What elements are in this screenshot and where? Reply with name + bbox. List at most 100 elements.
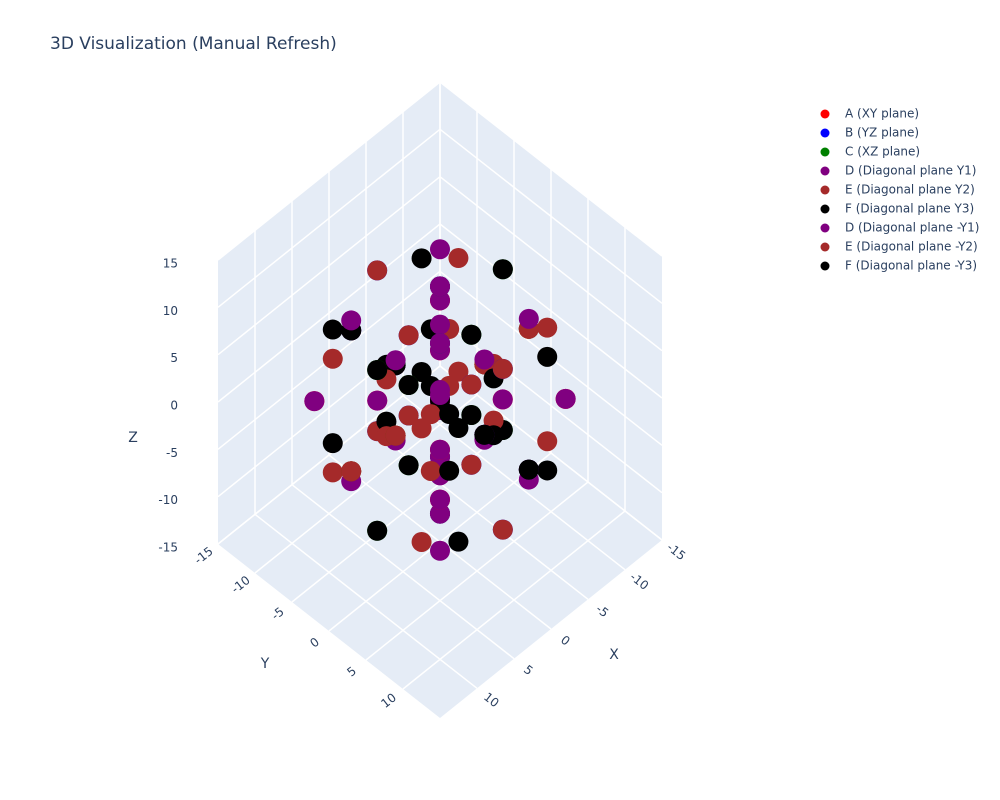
point — [448, 248, 469, 269]
legend-label: E (Diagonal plane -Y2) — [845, 240, 978, 254]
grid-line — [217, 365, 441, 545]
point — [461, 374, 482, 395]
legend-label: A (XY plane) — [845, 107, 919, 121]
point — [398, 325, 419, 346]
legend-label: B (YZ plane) — [845, 126, 919, 140]
point — [430, 540, 450, 561]
z-tick-label: 0 — [170, 399, 178, 413]
legend-marker — [820, 223, 830, 233]
z-tick-label: 5 — [170, 351, 178, 365]
x-tick-label: -5 — [593, 602, 611, 620]
point — [430, 439, 450, 460]
grid-line — [439, 365, 663, 541]
point — [304, 391, 325, 412]
legend-marker — [820, 128, 830, 138]
point — [555, 388, 576, 409]
grid-line — [254, 394, 478, 574]
grid-line — [217, 318, 441, 498]
point — [430, 489, 450, 510]
grid-line — [217, 128, 441, 308]
y-tick-label: 10 — [378, 690, 399, 710]
point — [430, 276, 450, 297]
grid-line — [439, 128, 663, 304]
point — [474, 424, 495, 445]
x-tick-label: 5 — [521, 662, 536, 678]
x-tick-label: -15 — [664, 540, 688, 563]
point — [430, 314, 450, 335]
point — [322, 348, 343, 369]
legend-marker — [820, 261, 830, 271]
grid-line — [217, 176, 441, 356]
z-tick-label: -5 — [166, 446, 178, 460]
point — [430, 333, 450, 354]
x-axis-title: X — [609, 647, 619, 663]
grid-line — [439, 176, 663, 352]
grid-line — [365, 481, 589, 661]
point — [492, 519, 513, 540]
grid-line — [402, 510, 626, 690]
grid-line — [291, 423, 515, 603]
legend-label: D (Diagonal plane Y1) — [845, 164, 976, 178]
z-tick-label: 15 — [163, 257, 178, 271]
point — [430, 290, 450, 311]
grid-line — [217, 81, 441, 261]
y-tick-label: -10 — [229, 573, 253, 596]
point — [385, 350, 406, 371]
grid-line — [439, 223, 663, 399]
legend-marker — [820, 147, 830, 157]
point — [461, 404, 482, 425]
point — [398, 405, 419, 426]
y-tick-label: 5 — [344, 664, 359, 680]
legend-label: E (Diagonal plane Y2) — [845, 183, 975, 197]
x-tick-label: 0 — [558, 633, 573, 649]
point — [537, 431, 558, 452]
legend-label: C (XZ plane) — [845, 145, 920, 159]
legend-label: D (Diagonal plane -Y1) — [845, 221, 979, 235]
point — [461, 454, 482, 475]
point — [411, 418, 432, 439]
z-tick-label: -10 — [158, 493, 178, 507]
y-tick-label: 0 — [307, 635, 322, 651]
point — [439, 460, 460, 481]
y-axis-title: Y — [260, 656, 270, 672]
point — [322, 462, 343, 483]
grid-line — [217, 223, 441, 403]
point — [448, 531, 469, 552]
legend-marker — [820, 204, 830, 214]
legend-marker — [820, 166, 830, 176]
point — [537, 317, 558, 338]
z-tick-label: 10 — [163, 304, 178, 318]
point — [518, 308, 539, 329]
legend-marker — [820, 185, 830, 195]
point — [448, 361, 469, 382]
z-tick-label: -15 — [158, 541, 178, 555]
point — [367, 260, 388, 281]
grid-line — [439, 81, 663, 257]
point — [492, 358, 513, 379]
point — [411, 248, 432, 269]
point — [474, 349, 495, 370]
legend-label: F (Diagonal plane Y3) — [845, 202, 974, 216]
legend-marker — [820, 109, 830, 119]
point — [430, 239, 450, 260]
point — [367, 360, 388, 381]
point — [367, 390, 388, 411]
point — [420, 460, 441, 481]
point — [398, 375, 419, 396]
point — [341, 461, 362, 482]
point — [411, 531, 432, 552]
point — [322, 433, 343, 454]
point — [492, 389, 513, 410]
point — [341, 310, 362, 331]
legend-marker — [820, 242, 830, 252]
point — [461, 324, 482, 345]
y-tick-label: -5 — [269, 604, 287, 622]
point — [322, 319, 343, 340]
x-tick-label: -10 — [627, 570, 651, 593]
chart-title: 3D Visualization (Manual Refresh) — [50, 34, 337, 54]
grid-line — [439, 318, 663, 494]
point — [398, 455, 419, 476]
point — [448, 418, 469, 439]
z-axis-title: Z — [128, 430, 138, 446]
